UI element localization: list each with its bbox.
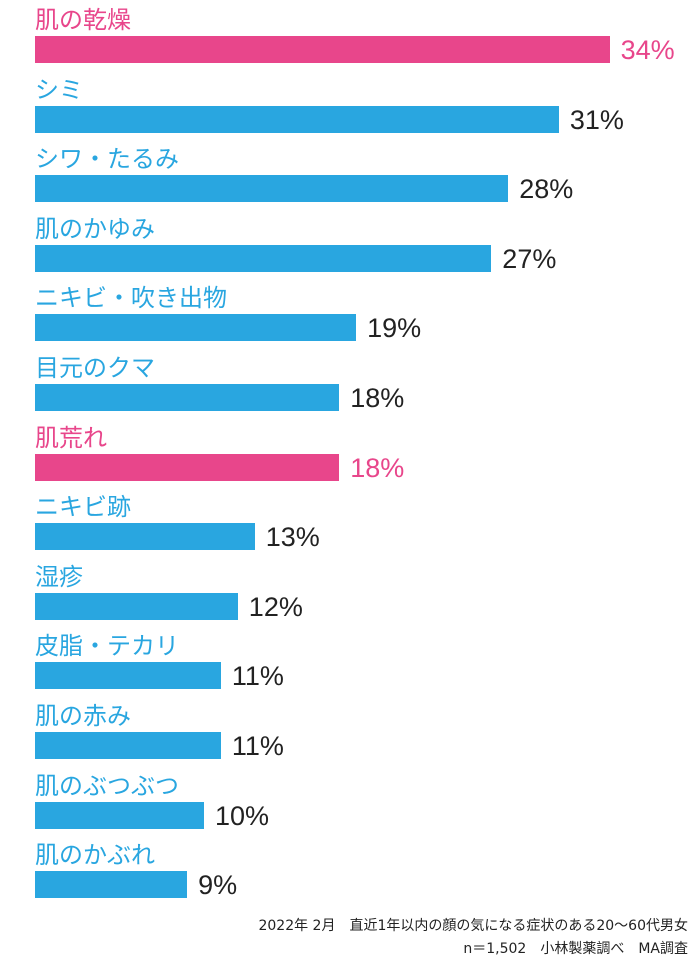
bar [35, 592, 238, 620]
value-label: 13% [265, 522, 320, 553]
value-label: 18% [350, 383, 405, 413]
category-label: 肌のかゆみ [35, 214, 155, 243]
bar [35, 523, 255, 551]
category-label: 湿疹 [35, 562, 83, 591]
value-label: 31% [569, 104, 624, 135]
footnote-survey-info: 2022年 2月 直近1年以内の顔の気になる症状のある20～60代男女 [258, 918, 688, 934]
category-label: 肌の乾燥 [35, 6, 131, 34]
category-label: 肌荒れ [35, 423, 107, 452]
value-label: 18% [350, 452, 405, 483]
bar [35, 732, 221, 759]
footnote-sample-info: n＝1,502 小林製薬調べ MA調査 [463, 941, 688, 957]
bar [35, 175, 509, 203]
category-label: 肌の赤み [35, 702, 131, 730]
bar [35, 314, 357, 342]
bar [35, 36, 610, 63]
value-label: 12% [248, 591, 303, 622]
value-label: 34% [620, 35, 675, 65]
value-label: 28% [519, 174, 574, 205]
category-label: 目元のクマ [35, 354, 155, 382]
bar [35, 453, 340, 481]
category-label: 肌のかぶれ [35, 841, 155, 870]
bar [35, 801, 204, 829]
category-label: ニキビ・吹き出物 [35, 284, 227, 313]
value-label: 11% [231, 661, 284, 692]
value-label: 9% [198, 870, 238, 901]
category-label: シミ [35, 75, 83, 104]
category-label: 肌のぶつぶつ [35, 771, 179, 800]
value-label: 11% [231, 731, 284, 761]
bar [35, 384, 340, 411]
category-label: シワ・たるみ [35, 145, 179, 174]
bar [35, 871, 188, 899]
bar [35, 244, 492, 272]
category-label: ニキビ跡 [35, 493, 131, 522]
category-label: 皮脂・テカリ [35, 632, 179, 661]
bar [35, 662, 221, 690]
bar [35, 105, 559, 133]
value-label: 10% [215, 800, 270, 831]
value-label: 19% [367, 313, 422, 344]
value-label: 27% [502, 243, 557, 274]
